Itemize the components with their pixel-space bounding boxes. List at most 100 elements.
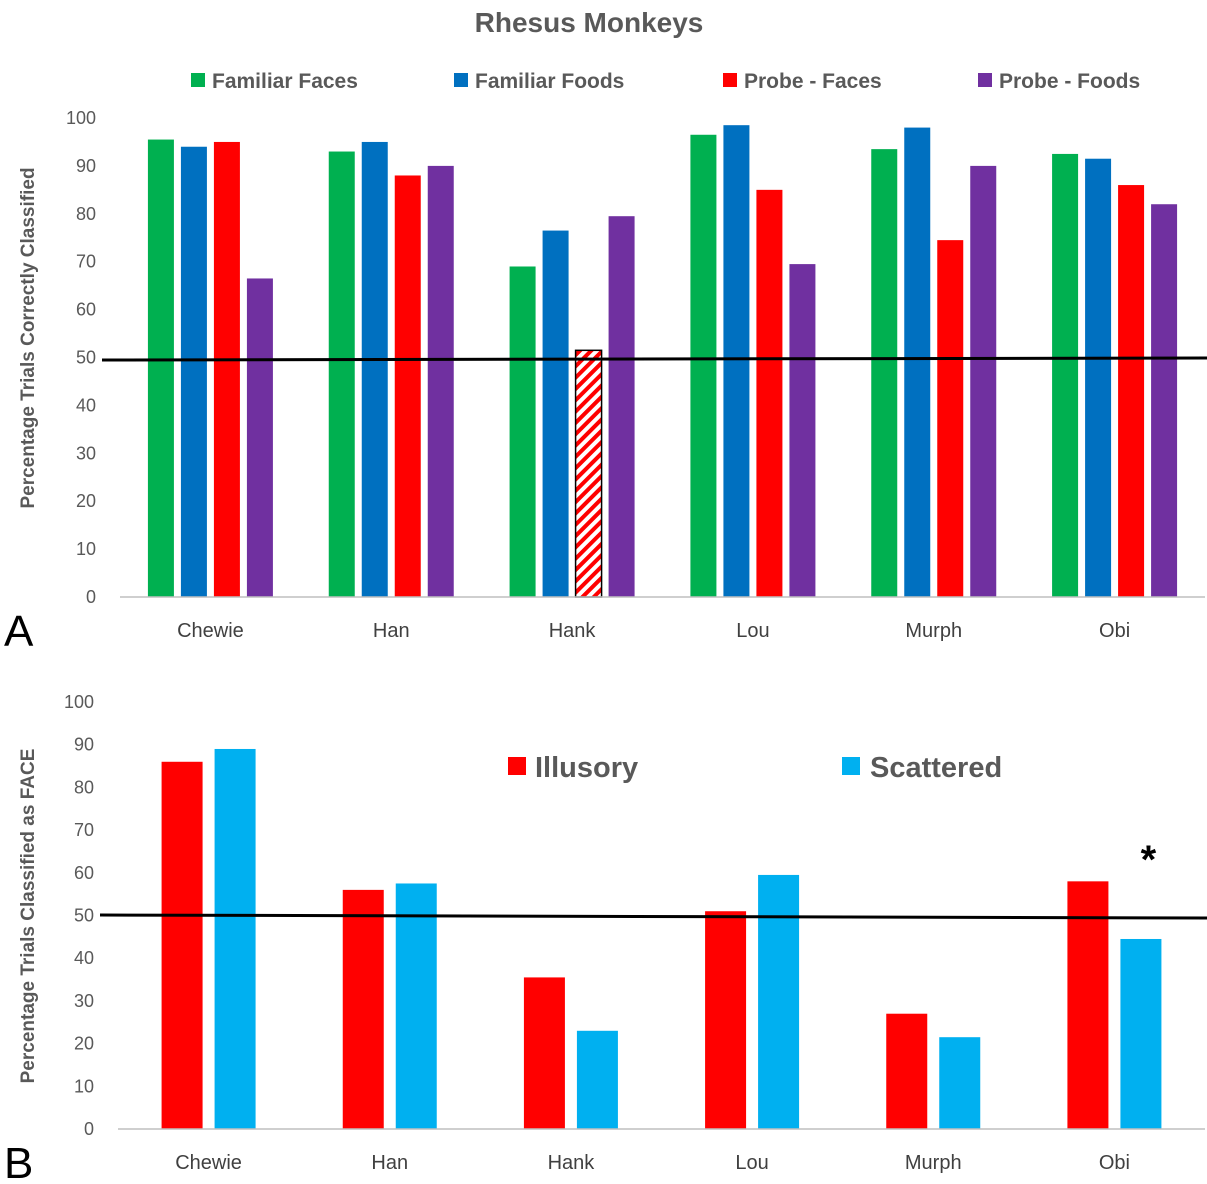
bar-probe-foods-chewie <box>246 278 273 597</box>
panel-label-a: A <box>4 607 34 656</box>
category-label-han: Han <box>373 620 410 642</box>
bar-scattered-chewie <box>214 748 256 1129</box>
legend-swatch-familiar-faces <box>191 73 205 87</box>
legend-label-illusory: Illusory <box>535 752 638 784</box>
bar-illusory-obi <box>1067 881 1109 1129</box>
y-tick-label: 0 <box>86 587 96 607</box>
bar-probe-faces-lou <box>756 189 783 597</box>
bar-probe-foods-murph <box>970 165 997 597</box>
bar-probe-faces-han <box>394 175 421 598</box>
bar-scattered-murph <box>939 1037 981 1129</box>
legend-swatch-familiar-foods <box>454 73 468 87</box>
category-label-chewie: Chewie <box>177 620 244 642</box>
bar-probe-faces-chewie <box>213 141 240 597</box>
bar-familiar-foods-han <box>361 141 388 597</box>
bar-familiar-faces-murph <box>871 149 898 597</box>
reference-line-b <box>99 913 1207 920</box>
y-tick-label: 90 <box>74 735 94 755</box>
legend-label-scattered: Scattered <box>870 752 1002 784</box>
legend-b: Illusory Scattered <box>508 752 1002 784</box>
bar-scattered-lou <box>758 874 800 1129</box>
category-label-han: Han <box>371 1152 408 1174</box>
legend-a: Familiar Faces Familiar Foods Probe - Face… <box>191 70 1140 93</box>
y-tick-label: 100 <box>66 108 96 128</box>
category-label-hank: Hank <box>549 620 597 642</box>
bar-familiar-foods-murph <box>904 127 931 597</box>
y-tick-label: 30 <box>76 443 96 463</box>
category-label-obi: Obi <box>1099 620 1130 642</box>
legend-label-familiar-foods: Familiar Foods <box>475 70 624 93</box>
y-tick-label: 60 <box>76 300 96 320</box>
y-tick-label: 10 <box>74 1076 94 1096</box>
legend-swatch-scattered <box>842 757 860 775</box>
y-tick-label: 70 <box>74 820 94 840</box>
bars-b <box>161 748 1162 1129</box>
category-label-obi: Obi <box>1099 1152 1130 1174</box>
y-tick-label: 40 <box>74 948 94 968</box>
legend-label-probe-foods: Probe - Foods <box>999 70 1140 93</box>
category-label-murph: Murph <box>905 620 962 642</box>
bar-illusory-chewie <box>161 761 203 1129</box>
bar-familiar-faces-obi <box>1052 153 1079 598</box>
legend-label-probe-faces: Probe - Faces <box>744 70 882 93</box>
bar-probe-foods-han <box>427 165 454 597</box>
bar-familiar-foods-hank <box>542 230 569 597</box>
figure-title: Rhesus Monkeys <box>475 7 704 38</box>
bar-probe-foods-obi <box>1151 204 1178 597</box>
legend-label-familiar-faces: Familiar Faces <box>212 70 358 93</box>
y-tick-label: 70 <box>76 252 96 272</box>
categories-b: Chewie Han Hank Lou Murph Obi <box>175 1152 1130 1174</box>
bar-probe-faces-murph <box>937 240 964 597</box>
bar-probe-foods-hank <box>608 216 635 597</box>
y-axis-label-a: Percentage Trials Correctly Classified <box>18 167 39 508</box>
y-ticks-a: 0 10 20 30 40 50 60 70 80 90 100 <box>66 108 96 607</box>
bar-familiar-faces-han <box>328 151 355 597</box>
bar-illusory-han <box>342 889 384 1129</box>
bar-probe-foods-lou <box>789 264 816 597</box>
y-tick-label: 20 <box>76 491 96 511</box>
categories-a: Chewie Han Hank Lou Murph Obi <box>177 620 1130 642</box>
category-label-murph: Murph <box>905 1152 962 1174</box>
reference-line-a <box>101 356 1207 362</box>
legend-swatch-probe-foods <box>978 73 992 87</box>
y-tick-label: 80 <box>74 777 94 797</box>
bar-familiar-faces-hank <box>509 266 536 597</box>
bar-illusory-murph <box>886 1013 928 1129</box>
bar-probe-faces-obi <box>1118 185 1145 597</box>
bar-familiar-foods-lou <box>723 125 750 597</box>
y-tick-label: 50 <box>74 906 94 926</box>
y-tick-label: 0 <box>84 1119 94 1139</box>
legend-swatch-probe-faces <box>723 73 737 87</box>
y-ticks-b: 0 10 20 30 40 50 60 70 80 90 100 <box>64 692 94 1139</box>
bar-familiar-foods-obi <box>1085 158 1112 597</box>
y-tick-label: 100 <box>64 692 94 712</box>
y-tick-label: 10 <box>76 539 96 559</box>
y-tick-label: 30 <box>74 991 94 1011</box>
bar-illusory-lou <box>705 911 747 1129</box>
bar-scattered-hank <box>576 1030 618 1129</box>
bar-illusory-hank <box>523 977 565 1129</box>
bar-familiar-foods-chewie <box>180 146 207 598</box>
y-tick-label: 90 <box>76 156 96 176</box>
bar-scattered-han <box>395 883 437 1129</box>
category-label-lou: Lou <box>736 620 769 642</box>
y-tick-label: 40 <box>76 395 96 415</box>
category-label-lou: Lou <box>735 1152 768 1174</box>
annotations-b: * <box>1141 838 1157 882</box>
bar-familiar-faces-chewie <box>147 139 174 597</box>
bars-a <box>147 125 1178 598</box>
y-tick-label: 20 <box>74 1034 94 1054</box>
y-axis-label-b: Percentage Trials Classified as FACE <box>18 749 39 1084</box>
category-label-hank: Hank <box>548 1152 596 1174</box>
legend-swatch-illusory <box>508 757 526 775</box>
bar-scattered-obi <box>1120 938 1162 1129</box>
y-tick-label: 60 <box>74 863 94 883</box>
y-tick-label: 50 <box>76 348 96 368</box>
bar-familiar-faces-lou <box>690 134 717 597</box>
chart-a: A Percentage Trials Correctly Classified… <box>4 70 1207 656</box>
y-tick-label: 80 <box>76 204 96 224</box>
bar-probe-faces-hank <box>574 349 603 598</box>
panel-label-b: B <box>4 1139 33 1184</box>
category-label-chewie: Chewie <box>175 1152 242 1174</box>
